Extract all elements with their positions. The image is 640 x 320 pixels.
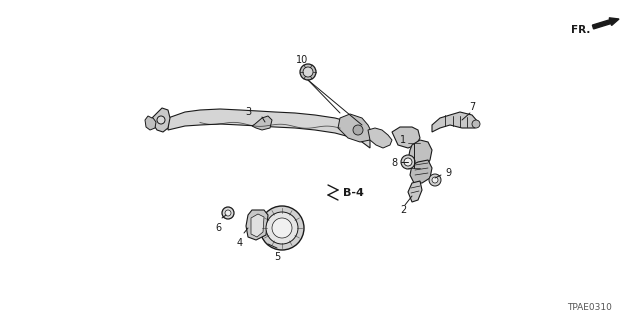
Circle shape [404, 158, 412, 166]
Polygon shape [408, 140, 432, 170]
Text: B-4: B-4 [342, 188, 364, 198]
Circle shape [303, 67, 313, 77]
Polygon shape [251, 214, 264, 237]
Circle shape [472, 120, 480, 128]
Text: 7: 7 [469, 102, 475, 112]
Text: 4: 4 [237, 238, 243, 248]
Polygon shape [338, 114, 372, 142]
Text: 1: 1 [400, 135, 406, 145]
Polygon shape [168, 109, 370, 148]
Circle shape [157, 116, 165, 124]
Polygon shape [392, 127, 420, 148]
Text: 3: 3 [245, 107, 251, 117]
Polygon shape [252, 116, 272, 130]
Polygon shape [145, 116, 156, 130]
Circle shape [353, 125, 363, 135]
FancyArrow shape [593, 18, 619, 29]
Polygon shape [368, 128, 392, 148]
Text: FR.: FR. [571, 25, 590, 35]
Polygon shape [408, 181, 422, 202]
Text: TPAE0310: TPAE0310 [568, 303, 612, 313]
Circle shape [225, 210, 231, 216]
Text: 8: 8 [391, 158, 397, 168]
Text: 2: 2 [400, 205, 406, 215]
Text: 9: 9 [445, 168, 451, 178]
Circle shape [300, 64, 316, 80]
Circle shape [266, 212, 298, 244]
Polygon shape [246, 210, 268, 240]
Circle shape [272, 218, 292, 238]
Circle shape [401, 155, 415, 169]
Text: 10: 10 [296, 55, 308, 65]
Polygon shape [432, 112, 478, 132]
Text: 5: 5 [274, 252, 280, 262]
Circle shape [432, 177, 438, 183]
Polygon shape [152, 108, 170, 132]
Circle shape [260, 206, 304, 250]
Circle shape [222, 207, 234, 219]
Text: 6: 6 [215, 223, 221, 233]
Polygon shape [410, 160, 432, 183]
Circle shape [429, 174, 441, 186]
